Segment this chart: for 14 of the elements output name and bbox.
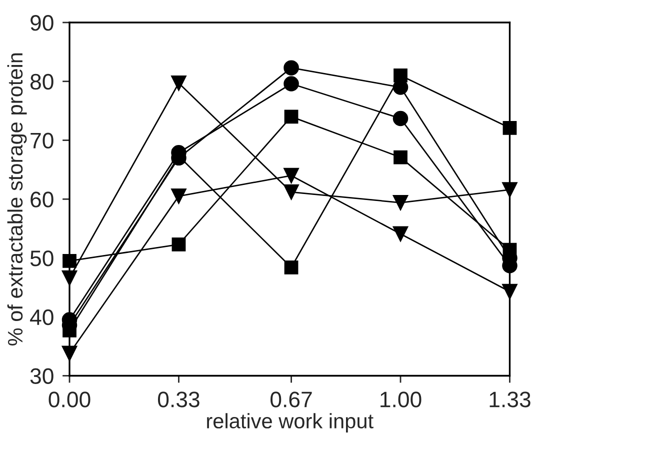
y-tick-label: 40 bbox=[30, 309, 54, 326]
x-tick-label: 1.33 bbox=[490, 392, 530, 408]
x-tick-label: 0.33 bbox=[158, 392, 200, 408]
x-axis-title: relative work input bbox=[207, 413, 374, 433]
y-tick-label: 70 bbox=[30, 132, 54, 149]
y-tick-label: 60 bbox=[30, 192, 54, 208]
y-tick-label: 50 bbox=[30, 250, 54, 266]
x-tick-label: 0.00 bbox=[48, 392, 90, 408]
y-tick-label: 30 bbox=[30, 368, 54, 384]
y-axis-title: % of extractable storage protein bbox=[7, 53, 27, 346]
x-tick-label: 0.67 bbox=[270, 392, 312, 408]
x-tick-label: 1.00 bbox=[380, 392, 422, 408]
y-tick-label: 80 bbox=[30, 74, 54, 90]
y-tick-label: 90 bbox=[30, 15, 54, 31]
